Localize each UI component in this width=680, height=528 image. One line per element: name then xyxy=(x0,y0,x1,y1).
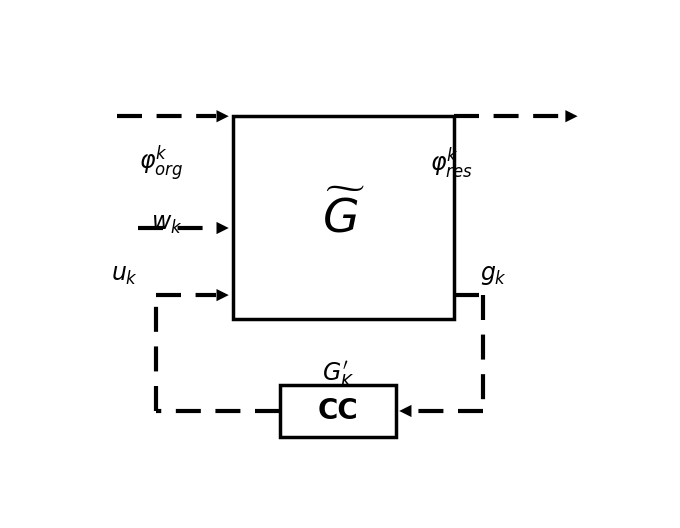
Bar xyxy=(280,384,396,437)
Bar xyxy=(233,116,454,319)
Text: $\varphi^{k}_{org}$: $\varphi^{k}_{org}$ xyxy=(139,143,184,183)
Text: $g_{k}$: $g_{k}$ xyxy=(480,263,507,287)
Text: $w_{k}$: $w_{k}$ xyxy=(151,212,182,236)
Text: $\widetilde{G}$: $\widetilde{G}$ xyxy=(322,193,364,243)
Text: $G^{\prime}_{K}$: $G^{\prime}_{K}$ xyxy=(322,359,354,390)
Text: $u_{k}$: $u_{k}$ xyxy=(111,263,138,287)
Text: $\varphi^{k}_{res}$: $\varphi^{k}_{res}$ xyxy=(430,145,473,181)
Text: CC: CC xyxy=(318,397,358,425)
